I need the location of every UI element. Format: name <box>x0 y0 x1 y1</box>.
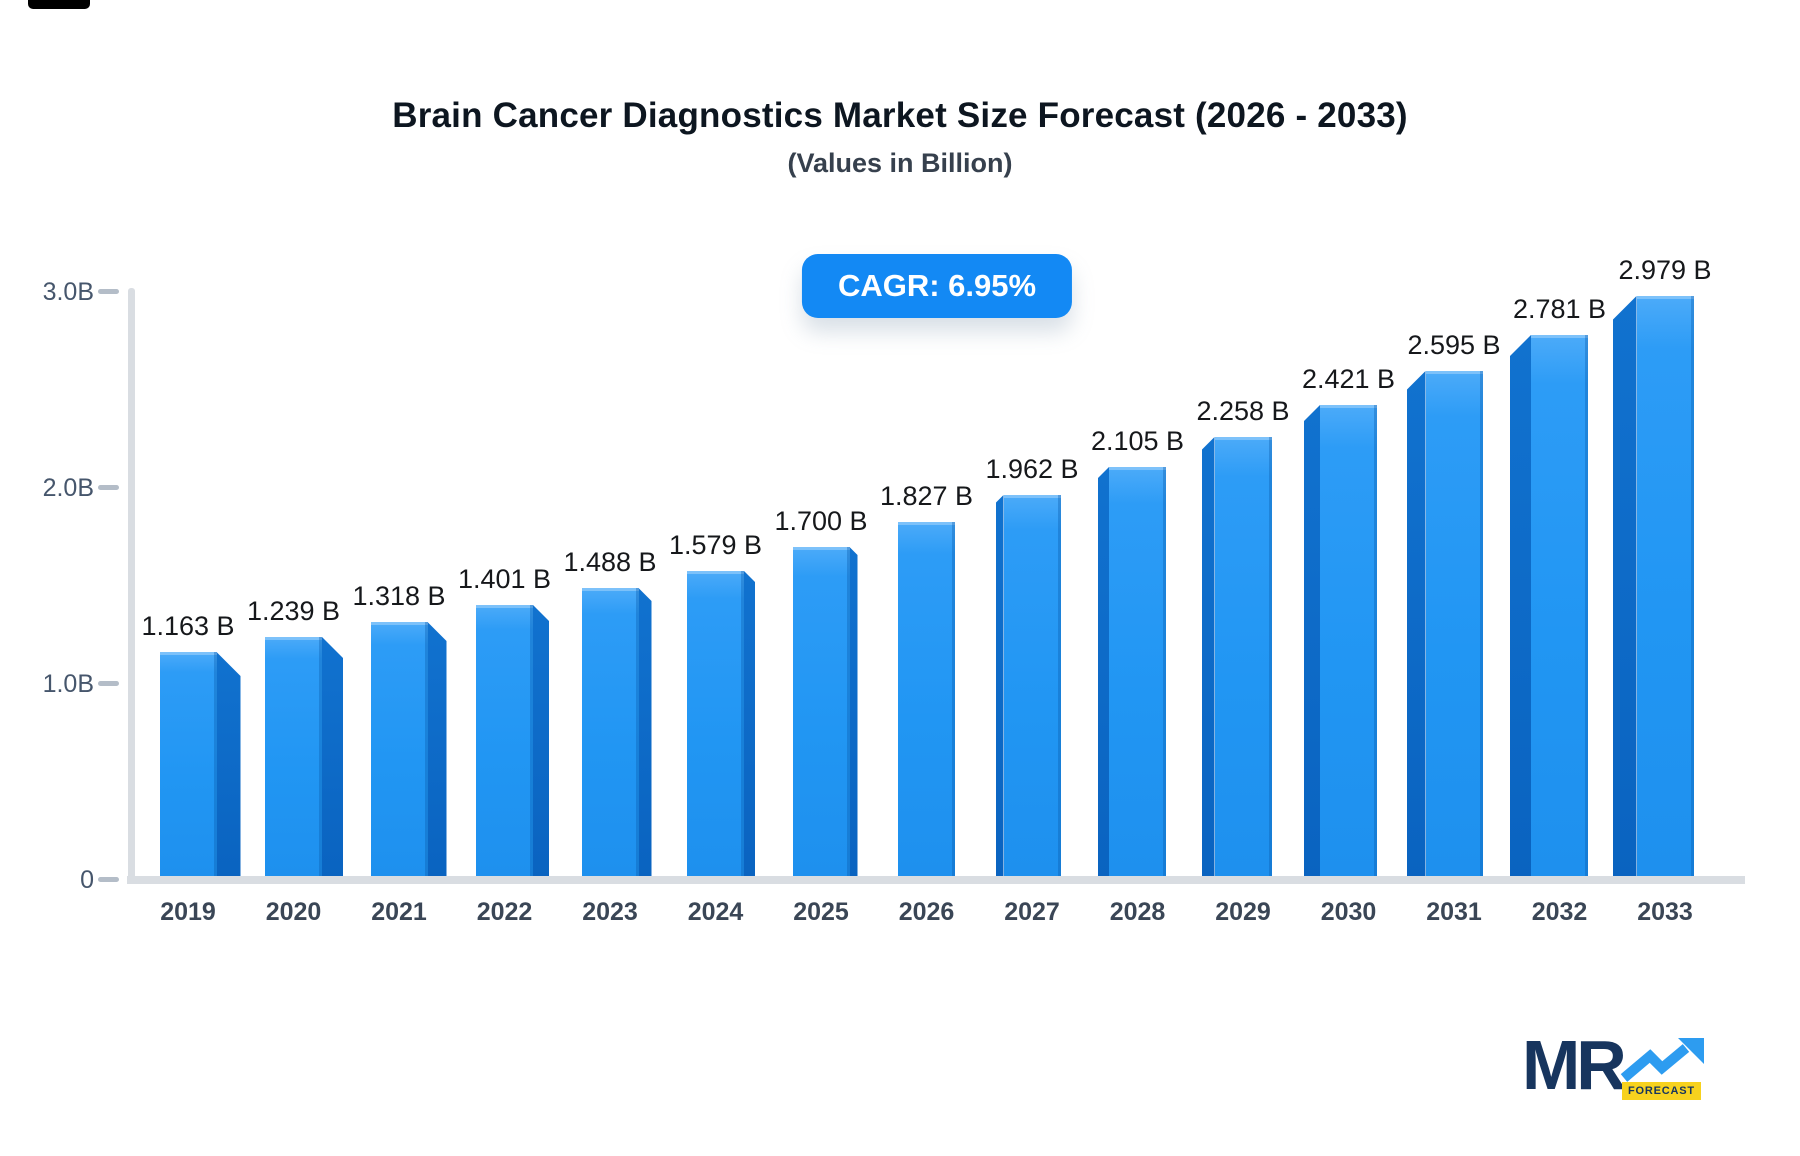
bar-value-label: 1.239 B <box>246 596 341 626</box>
x-tick-label-2023: 2023 <box>582 898 638 926</box>
x-tick-label-2027: 2027 <box>1004 898 1060 926</box>
logo-right: FORECAST <box>1620 1038 1712 1104</box>
bar-side-2030 <box>1304 405 1320 880</box>
bar-2021 <box>370 622 428 880</box>
y-tick-label: 0 <box>80 866 94 894</box>
bar-2024 <box>687 571 744 880</box>
chart-title: Brain Cancer Diagnostics Market Size For… <box>392 96 1408 135</box>
bar-value-label: 1.401 B <box>457 564 552 594</box>
bar-side-2024 <box>744 571 755 880</box>
bar-2030 <box>1320 405 1377 880</box>
bar-2028 <box>1109 467 1166 880</box>
x-tick-label-2022: 2022 <box>476 898 533 926</box>
bar-value-label: 1.827 B <box>879 481 974 511</box>
bar-2026 <box>898 522 955 880</box>
bar-2020 <box>265 637 322 880</box>
bar-value-label: 1.488 B <box>563 547 657 577</box>
bar-2025 <box>792 547 850 880</box>
y-axis-line <box>128 288 135 880</box>
bar-value-label: 2.781 B <box>1512 294 1607 324</box>
x-axis-line <box>127 876 1745 884</box>
bar-value-label: 2.105 B <box>1090 426 1185 456</box>
x-tick-label-2028: 2028 <box>1109 898 1166 926</box>
bar-value-label: 1.318 B <box>352 581 446 611</box>
bar-value-label: 1.579 B <box>668 530 763 560</box>
x-tick-label-2031: 2031 <box>1426 898 1482 926</box>
bar-2023 <box>581 588 639 880</box>
bar-2029 <box>1214 437 1272 880</box>
x-tick-label-2030: 2030 <box>1320 898 1377 926</box>
bar-2027 <box>1003 495 1061 880</box>
logo-sub-text: FORECAST <box>1622 1082 1701 1100</box>
logo-text: MR <box>1522 1026 1627 1104</box>
bar-side-2021 <box>427 622 447 880</box>
x-tick-label-2019: 2019 <box>160 898 216 926</box>
x-tick-label-2029: 2029 <box>1215 898 1271 926</box>
y-tick-dash <box>98 681 119 686</box>
x-tick-label-2021: 2021 <box>371 898 427 926</box>
bar-2033 <box>1636 296 1694 880</box>
bar-value-label: 2.258 B <box>1196 396 1290 426</box>
x-tick-label-2024: 2024 <box>687 898 744 926</box>
y-tick-dash <box>98 289 119 294</box>
bar-2019 <box>159 652 217 880</box>
y-tick-label: 1.0B <box>42 670 94 698</box>
bar-side-2025 <box>849 547 858 880</box>
x-tick-label-2033: 2033 <box>1637 898 1693 926</box>
bar-2032 <box>1531 335 1588 880</box>
bar-side-2023 <box>638 588 652 880</box>
bar-value-label: 2.979 B <box>1618 255 1712 285</box>
bar-side-2027 <box>995 495 1004 880</box>
bar-2031 <box>1425 371 1483 880</box>
cagr-label: CAGR: 6.95% <box>837 268 1037 303</box>
corner-artifact <box>28 0 90 9</box>
bar-side-2032 <box>1510 335 1531 880</box>
trend-arrow-icon <box>1620 1038 1704 1082</box>
bar-side-2022 <box>533 605 549 880</box>
bar-value-label: 1.700 B <box>774 506 868 536</box>
bar-value-label: 1.962 B <box>985 454 1079 484</box>
bar-value-label: 2.421 B <box>1301 364 1396 394</box>
bar-side-2019 <box>216 652 241 880</box>
mr-forecast-logo: MR FORECAST <box>1522 1030 1712 1110</box>
bar-2022 <box>476 605 533 880</box>
bar-side-2020 <box>322 637 343 880</box>
bar-side-2033 <box>1612 296 1637 880</box>
y-tick-dash <box>98 877 119 882</box>
bar-side-2028 <box>1098 467 1109 880</box>
x-tick-label-2026: 2026 <box>898 898 955 926</box>
x-tick-label-2025: 2025 <box>793 898 849 926</box>
x-tick-label-2020: 2020 <box>265 898 322 926</box>
chart-subtitle: (Values in Billion) <box>787 148 1013 178</box>
bar-side-2029 <box>1201 437 1215 880</box>
x-tick-label-2032: 2032 <box>1531 898 1588 926</box>
bar-value-label: 1.163 B <box>141 611 235 641</box>
bar-value-label: 2.595 B <box>1407 330 1501 360</box>
cagr-badge: CAGR: 6.95% <box>801 254 1073 318</box>
y-tick-label: 3.0B <box>42 278 94 306</box>
y-tick-dash <box>98 485 119 490</box>
y-tick-label: 2.0B <box>42 474 94 502</box>
bar-side-2031 <box>1406 371 1426 880</box>
